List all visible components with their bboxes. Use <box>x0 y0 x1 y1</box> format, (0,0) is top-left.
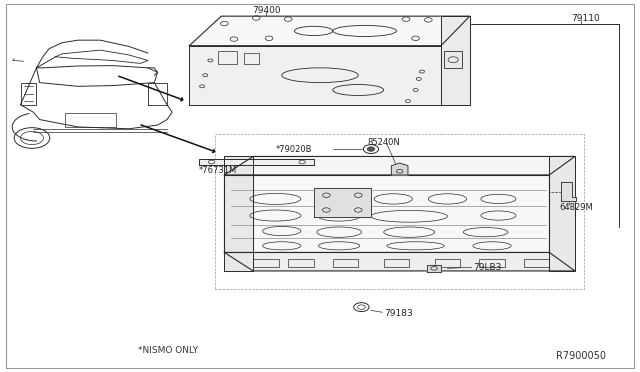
Polygon shape <box>561 182 576 201</box>
Polygon shape <box>225 157 253 271</box>
Text: 79400: 79400 <box>252 6 280 15</box>
Bar <box>479 259 505 267</box>
Bar <box>444 51 462 68</box>
Bar <box>524 259 549 267</box>
Polygon shape <box>427 265 441 272</box>
Bar <box>384 259 409 267</box>
Polygon shape <box>441 16 470 105</box>
Circle shape <box>367 147 375 151</box>
Bar <box>333 259 358 267</box>
Polygon shape <box>189 46 441 105</box>
Bar <box>244 53 259 64</box>
Polygon shape <box>225 175 549 253</box>
Bar <box>65 113 116 127</box>
Text: 85240N: 85240N <box>368 138 401 147</box>
Text: 79183: 79183 <box>384 309 412 318</box>
Polygon shape <box>549 157 575 271</box>
Bar <box>288 259 314 267</box>
Text: 64829M: 64829M <box>559 202 593 212</box>
Bar <box>435 259 460 267</box>
Bar <box>253 259 278 267</box>
Polygon shape <box>199 160 314 164</box>
Polygon shape <box>189 16 470 46</box>
Text: R7900050: R7900050 <box>556 351 606 361</box>
Polygon shape <box>225 253 575 271</box>
Text: *76731M: *76731M <box>199 166 237 174</box>
Text: 79LB3: 79LB3 <box>473 263 501 272</box>
Polygon shape <box>392 163 408 175</box>
Polygon shape <box>225 157 575 175</box>
Text: *NISMO ONLY: *NISMO ONLY <box>138 346 198 355</box>
Bar <box>218 51 237 64</box>
Polygon shape <box>314 188 371 217</box>
Text: 79110: 79110 <box>572 13 600 22</box>
Text: *79020B: *79020B <box>275 145 312 154</box>
